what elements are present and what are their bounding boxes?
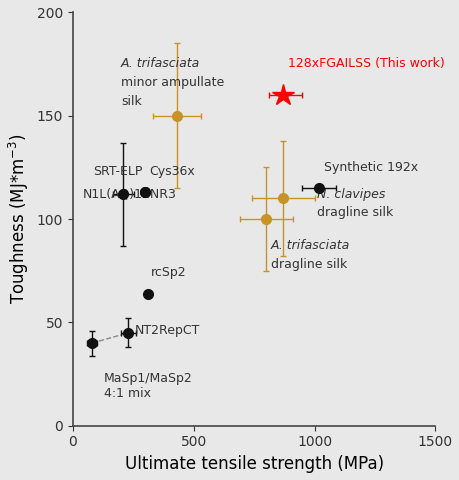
Text: Synthetic 192x: Synthetic 192x [324,161,417,174]
Text: A. trifasciata: A. trifasciata [121,57,200,70]
Text: Cys36x: Cys36x [149,165,194,178]
Text: silk: silk [121,95,141,108]
Text: dragline silk: dragline silk [270,258,347,271]
Text: rcSp2: rcSp2 [151,266,186,279]
X-axis label: Ultimate tensile strength (MPa): Ultimate tensile strength (MPa) [124,455,383,473]
Text: A. trifasciata: A. trifasciata [270,239,349,252]
Y-axis label: Toughness (MJ*m$^{-3}$): Toughness (MJ*m$^{-3}$) [7,134,31,304]
Text: 128xFGAILSS (This work): 128xFGAILSS (This work) [287,57,444,70]
Text: minor ampullate: minor ampullate [121,76,224,89]
Text: N1L(AQ)12NR3: N1L(AQ)12NR3 [82,188,176,201]
Text: MaSp1/MaSp2
4:1 mix: MaSp1/MaSp2 4:1 mix [103,372,192,400]
Text: dragline silk: dragline silk [316,206,392,219]
Text: NT2RepCT: NT2RepCT [134,324,199,337]
Text: N. clavipes: N. clavipes [316,188,385,201]
Text: SRT-ELP: SRT-ELP [93,165,143,178]
